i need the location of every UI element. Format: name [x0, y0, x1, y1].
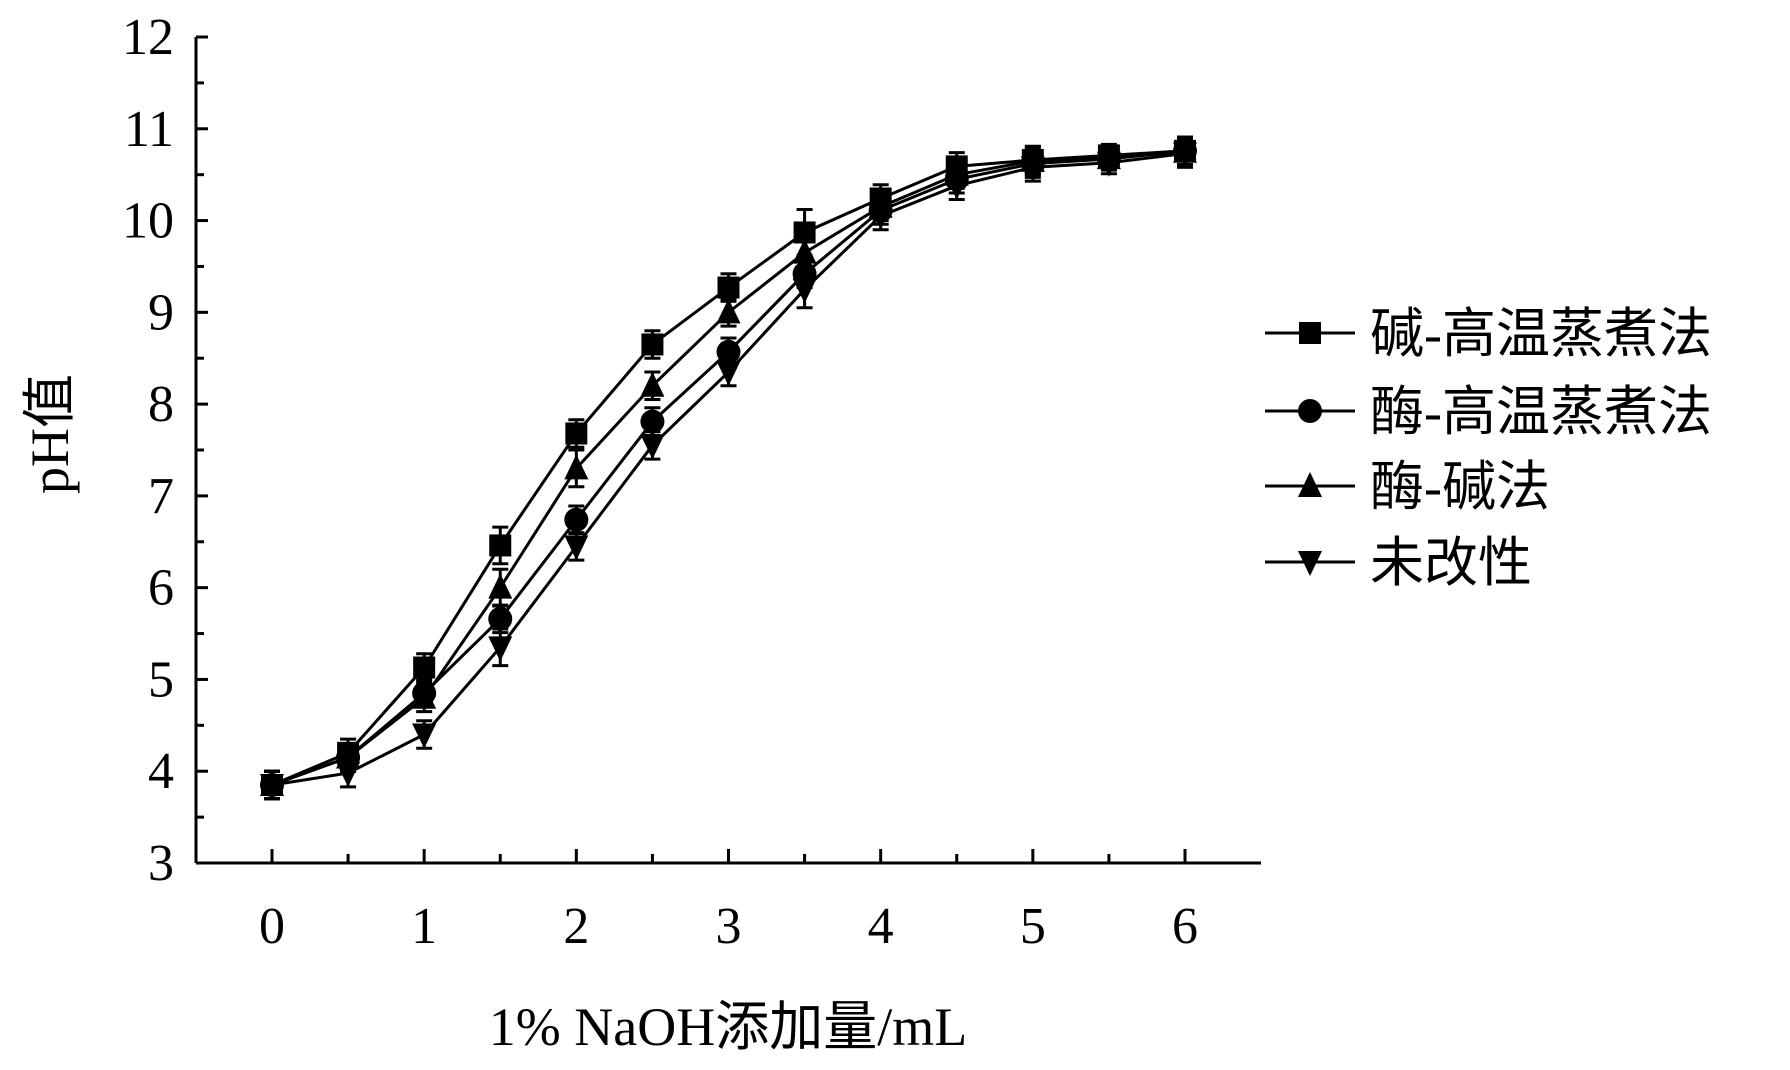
series-line [271, 149, 1186, 787]
y-tick-label: 5 [148, 651, 174, 708]
square-marker [413, 656, 436, 679]
circle-marker [564, 507, 589, 532]
triangle-up-marker [1298, 472, 1322, 497]
triangle-up-marker [792, 238, 817, 264]
y-tick-label: 8 [148, 376, 174, 433]
triangle-down-marker [944, 174, 969, 200]
legend-item: 酶-高温蒸煮法 [1265, 382, 1712, 442]
circle-marker [488, 606, 513, 631]
circle-marker [640, 409, 665, 434]
triangle-up-marker [488, 573, 513, 599]
triangle-down-marker [1096, 151, 1121, 177]
square-marker [717, 276, 740, 299]
x-tick-label: 6 [1172, 898, 1198, 955]
y-tick-label: 11 [124, 101, 174, 158]
square-marker [565, 422, 588, 445]
square-marker [489, 534, 512, 557]
y-tick-label: 12 [122, 9, 174, 66]
series-group [260, 135, 1197, 801]
triangle-up-marker [412, 683, 437, 709]
triangle-down-marker [260, 773, 284, 799]
series-line [271, 150, 1186, 787]
triangle-down-marker [640, 434, 665, 460]
x-tick-label: 5 [1020, 898, 1046, 955]
series-1 [260, 135, 1197, 801]
triangle-down-marker [868, 204, 893, 230]
x-tick-label: 3 [716, 898, 742, 955]
legend-label: 酶-碱法 [1370, 457, 1550, 517]
square-marker [1299, 322, 1321, 344]
triangle-up-marker [716, 298, 741, 324]
y-axis-label: pH值 [20, 374, 80, 494]
series-3 [260, 138, 1197, 801]
legend-item: 未改性 [1265, 533, 1532, 593]
y-tick-label: 4 [148, 743, 174, 800]
square-marker [641, 333, 664, 356]
triangle-down-marker [1020, 156, 1045, 182]
y-tick-label: 6 [148, 560, 174, 617]
triangle-down-marker [1298, 551, 1322, 576]
legend-label: 酶-高温蒸煮法 [1370, 382, 1712, 442]
x-tick-label: 1 [411, 898, 437, 955]
y-tick-label: 7 [148, 468, 174, 525]
legend-item: 碱-高温蒸煮法 [1265, 304, 1712, 364]
circle-marker [1298, 399, 1322, 423]
triangle-up-marker [640, 371, 665, 397]
x-tick-label: 4 [868, 898, 894, 955]
y-tick-label: 3 [148, 835, 174, 892]
y-tick-label: 10 [122, 193, 174, 250]
x-axis-label: 1% NaOH添加量/mL [489, 997, 967, 1057]
series-2 [260, 136, 1197, 801]
series-0 [261, 135, 1196, 801]
triangle-down-marker [336, 762, 361, 788]
triangle-down-marker [488, 636, 513, 662]
x-tick-label: 2 [563, 898, 589, 955]
triangle-down-marker [564, 535, 589, 561]
triangle-down-marker [792, 278, 817, 304]
x-tick-label: 0 [259, 898, 285, 955]
legend-item: 酶-碱法 [1265, 457, 1550, 517]
series-line [271, 152, 1186, 787]
y-tick-label: 9 [148, 284, 174, 341]
series-line [271, 149, 1186, 787]
triangle-down-marker [1173, 142, 1197, 168]
legend-label: 碱-高温蒸煮法 [1370, 304, 1712, 364]
legend-label: 未改性 [1370, 533, 1532, 593]
triangle-down-marker [716, 360, 741, 386]
triangle-up-marker [564, 454, 589, 480]
triangle-down-marker [412, 723, 437, 749]
